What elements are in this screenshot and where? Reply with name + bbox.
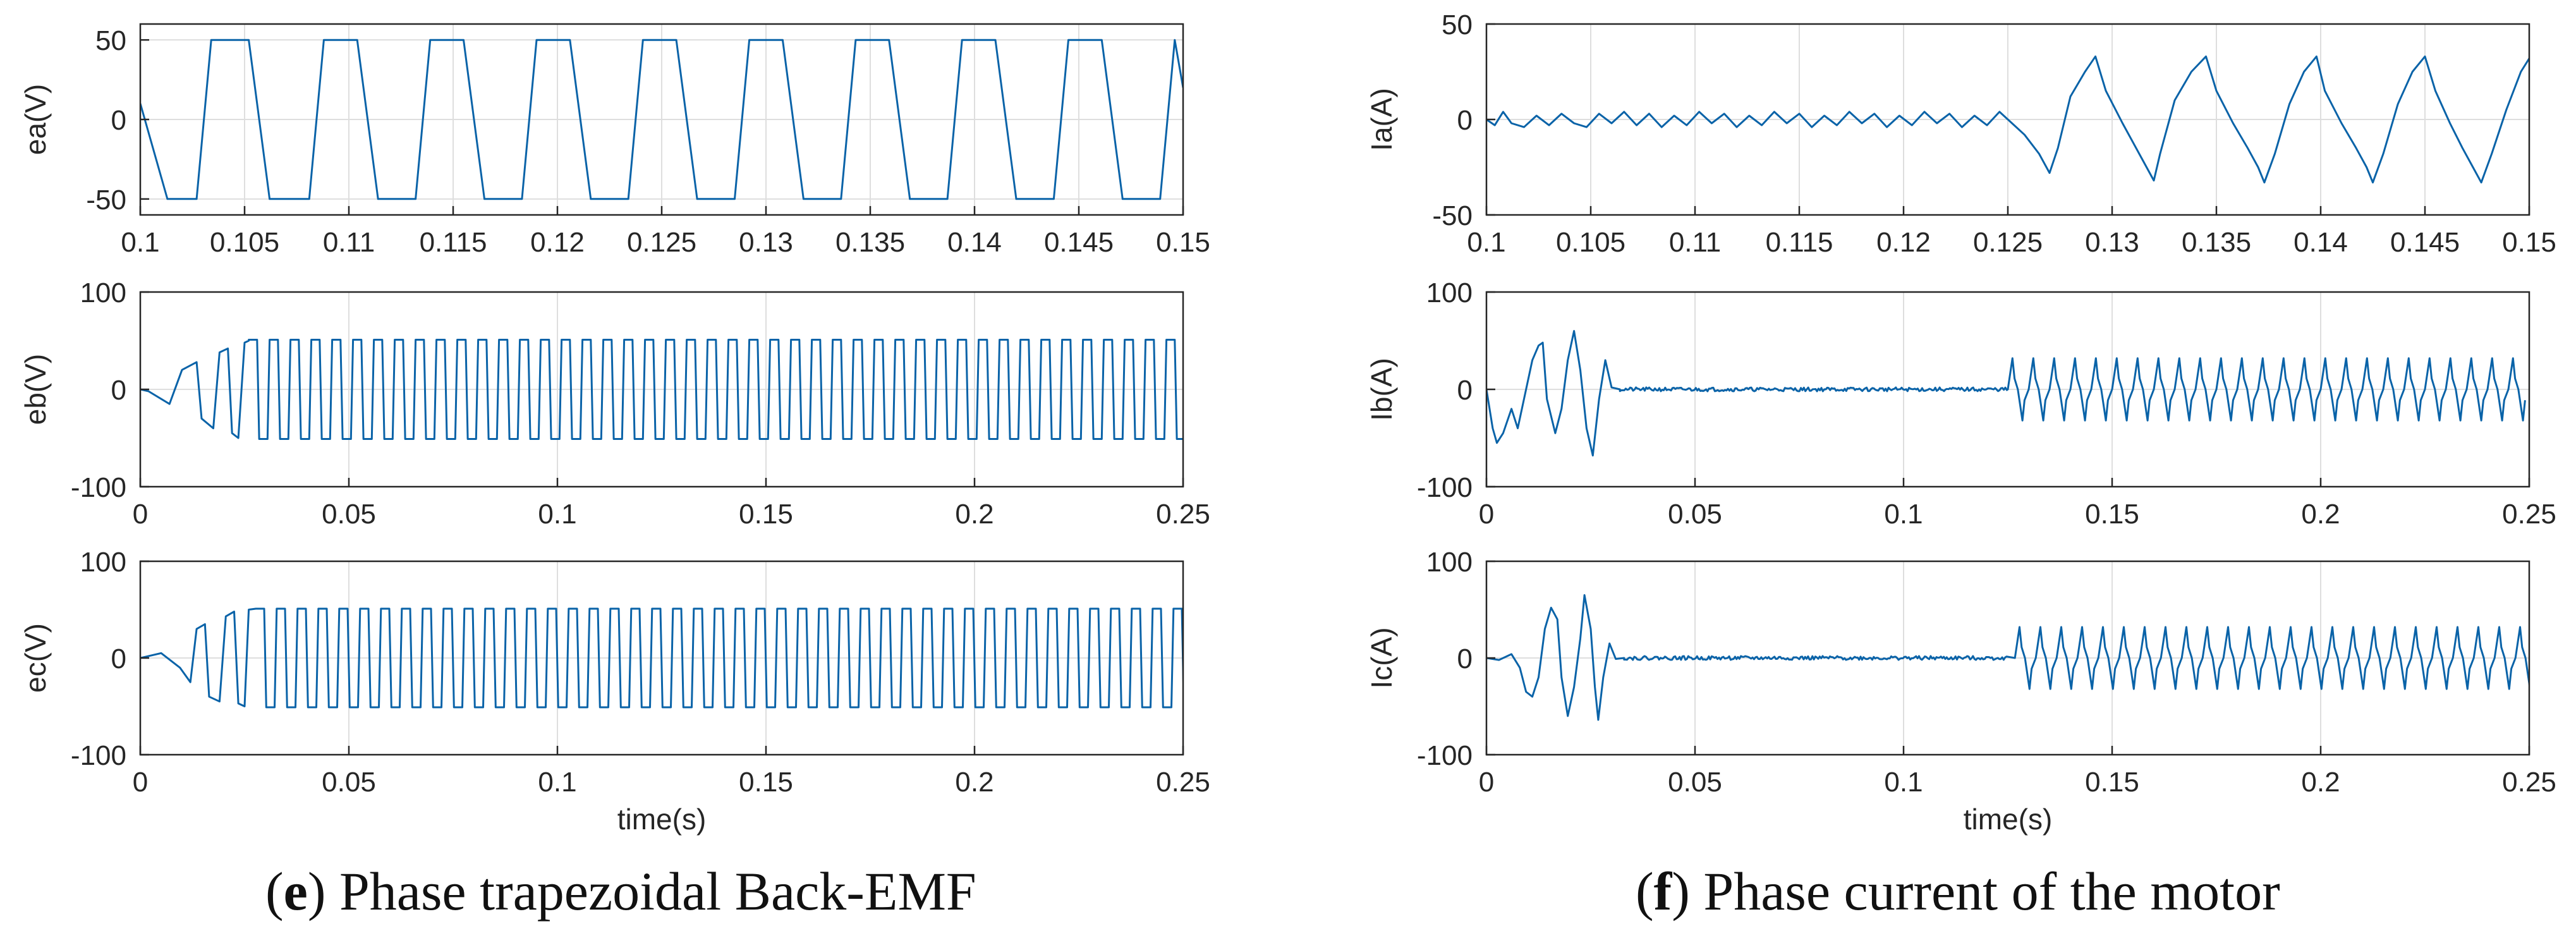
xtick-label-ia-2: 0.11 [1669,227,1721,258]
xtick-label-eb-2: 0.1 [538,499,576,530]
xtick-label-ia-10: 0.15 [2502,227,2556,258]
xtick-label-ia-7: 0.135 [2182,227,2251,258]
xtick-label-ea-3: 0.115 [420,227,487,258]
ytick-label-ib-2: 100 [1426,277,1473,308]
xtick-label-ea-2: 0.11 [323,227,375,258]
ylabel-ia: Ia(A) [1365,88,1398,151]
xtick-label-ea-10: 0.15 [1156,227,1210,258]
ytick-label-eb-0: -100 [71,472,126,503]
xtick-label-ic-0: 0 [1479,767,1494,798]
xtick-label-ia-6: 0.13 [2085,227,2139,258]
xtick-label-ic-5: 0.25 [2502,767,2556,798]
ylabel-ic: Ic(A) [1365,627,1398,688]
ytick-label-ea-1: 0 [111,105,126,136]
xlabel-ic: time(s) [1964,803,2053,836]
ytick-label-ib-0: -100 [1417,472,1473,503]
xtick-label-eb-4: 0.2 [955,499,993,530]
xtick-label-ia-9: 0.145 [2390,227,2460,258]
xtick-label-ib-4: 0.2 [2301,499,2340,530]
xtick-label-ib-1: 0.05 [1668,499,1722,530]
ytick-label-ec-2: 100 [80,547,126,578]
series-line-Ic [1486,594,2529,721]
ylabel-ec: ec(V) [19,623,52,693]
ytick-label-eb-2: 100 [80,277,126,308]
plot-ia: 0.1 0.105 0.11 0.115 0.12 0.125 0.13 0.135 0.14 0… [1365,9,2556,258]
xtick-label-ec-5: 0.25 [1156,767,1210,798]
xtick-label-ea-1: 0.105 [210,227,279,258]
xtick-label-eb-1: 0.05 [322,499,376,530]
ylabel-eb: eb(V) [19,354,52,425]
ylabel-ea: ea(V) [19,84,52,155]
xtick-label-ea-0: 0.1 [121,227,159,258]
xtick-label-ic-2: 0.1 [1884,767,1923,798]
caption-left: (e) Phase trapezoidal Back-EMF [265,861,976,922]
xtick-label-eb-5: 0.25 [1156,499,1210,530]
xtick-label-ic-1: 0.05 [1668,767,1722,798]
xtick-label-ia-5: 0.125 [1973,227,2043,258]
ytick-label-ic-1: 0 [1457,643,1473,674]
series-line-eb [140,339,1183,440]
xtick-label-ic-3: 0.15 [2085,767,2139,798]
series-line-ea [140,39,1183,200]
xtick-label-ea-8: 0.14 [947,227,1002,258]
ytick-label-ic-2: 100 [1426,547,1473,578]
xtick-label-ib-2: 0.1 [1884,499,1923,530]
ytick-label-ec-1: 0 [111,643,126,674]
xtick-label-ec-1: 0.05 [322,767,376,798]
ytick-label-ea-0: -50 [86,185,126,216]
xtick-label-ib-5: 0.25 [2502,499,2556,530]
xtick-label-ia-8: 0.14 [2293,227,2348,258]
series-line-Ib [1486,330,2526,457]
xtick-label-ec-0: 0 [133,767,148,798]
xtick-label-ea-7: 0.135 [835,227,905,258]
caption-right-letter: f [1653,861,1672,922]
xtick-label-ea-5: 0.125 [627,227,696,258]
xtick-label-ec-2: 0.1 [538,767,576,798]
xtick-label-ec-3: 0.15 [739,767,793,798]
series-line-ec [140,607,1183,709]
caption-left-text: Phase trapezoidal Back-EMF [325,861,976,922]
xtick-label-ia-1: 0.105 [1556,227,1625,258]
xtick-label-ia-4: 0.12 [1876,227,1931,258]
xtick-label-ib-3: 0.15 [2085,499,2139,530]
ytick-label-ib-1: 0 [1457,375,1473,406]
ytick-label-ia-1: 0 [1457,105,1473,136]
ytick-label-eb-1: 0 [111,375,126,406]
series-line-Ia [1486,55,2529,184]
caption-right-text: Phase current of the motor [1689,861,2280,922]
ytick-label-ia-0: -50 [1432,200,1473,231]
xtick-label-eb-0: 0 [133,499,148,530]
xlabel-ec: time(s) [617,803,707,836]
xtick-label-ib-0: 0 [1479,499,1494,530]
xtick-label-ia-0: 0.1 [1467,227,1505,258]
ytick-label-ec-0: -100 [71,740,126,771]
caption-left-letter: e [283,861,308,922]
xtick-label-eb-3: 0.15 [739,499,793,530]
xtick-label-ea-9: 0.145 [1044,227,1114,258]
ytick-label-ic-0: -100 [1417,740,1473,771]
plot-ea: 0.1 0.105 0.11 0.115 0.12 0.125 0.13 0.135 0.14 0… [19,23,1210,258]
xtick-label-ec-4: 0.2 [955,767,993,798]
ytick-label-ea-2: 50 [95,25,126,56]
caption-right: (f) Phase current of the motor [1636,861,2280,922]
ytick-label-ia-2: 50 [1442,9,1473,40]
xtick-label-ea-4: 0.12 [530,227,585,258]
xtick-label-ic-4: 0.2 [2301,767,2340,798]
xtick-label-ea-6: 0.13 [739,227,793,258]
xtick-label-ia-3: 0.115 [1766,227,1833,258]
ylabel-ib: Ib(A) [1365,358,1398,421]
